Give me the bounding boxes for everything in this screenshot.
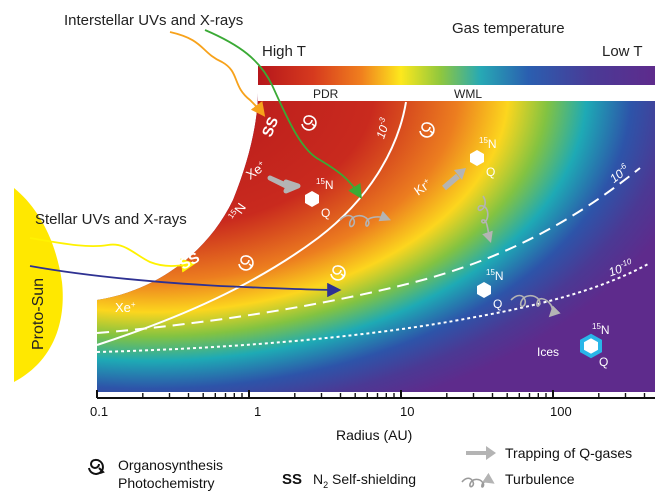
- legend-trapping-label: Trapping of Q-gases: [505, 445, 632, 461]
- stellar-arrow-blue: [29, 265, 342, 298]
- stellar-arrow-yellow: [29, 237, 196, 273]
- molecule-icon-kr-region: 15N Q: [470, 136, 497, 179]
- stellar-radiation-label: Stellar UVs and X-rays: [35, 211, 187, 228]
- contour-line-1e-10: [96, 262, 651, 353]
- contour-label-1e-6: 10-6: [606, 161, 632, 186]
- trapping-arrow-xe: [267, 175, 301, 194]
- colorbar-high-label: High T: [262, 43, 306, 60]
- legend-organosynthesis-label: Organosynthesis: [118, 457, 223, 473]
- organosynthesis-swirl-icon: [330, 265, 346, 281]
- legend-self-shielding-label: N2 Self-shielding: [313, 471, 416, 490]
- organosynthesis-swirl-icon: [238, 255, 254, 271]
- contour-label-1e-10: 10-10: [606, 257, 635, 280]
- proto-sun: [14, 188, 63, 382]
- organosynthesis-swirl-icon: [301, 115, 317, 131]
- zone-label-pdr: PDR: [313, 87, 339, 101]
- turbulence-icon: [339, 210, 391, 228]
- molecule-icon-outer: 15N Q: [477, 268, 504, 311]
- ss-label-upper: SS: [259, 115, 282, 140]
- molecule-icon-inner: 15N Q: [305, 177, 334, 220]
- colorbar-title: Gas temperature: [452, 20, 565, 37]
- ices-label: Ices: [537, 345, 559, 359]
- svg-text:15N: 15N: [486, 268, 504, 283]
- legend-organosynthesis-icon: [88, 458, 105, 475]
- proto-sun-label: Proto-Sun: [30, 278, 47, 350]
- contour-line-1e-6: [96, 167, 641, 334]
- legend-turbulence-icon: [461, 472, 495, 488]
- contour-line-1e-3: [96, 101, 407, 346]
- kr-ion-label: Kr+: [411, 176, 434, 199]
- turbulence-icon: [477, 195, 493, 244]
- svg-text:Q: Q: [321, 206, 330, 220]
- radius-axis: [96, 390, 655, 399]
- ice-molecule-icon: 15N Q: [580, 322, 610, 369]
- turbulence-icon: [510, 294, 561, 318]
- zone-label-wml: WML: [454, 87, 482, 101]
- legend-trapping-arrow-icon: [466, 446, 496, 460]
- axis-tick-label: 1: [254, 404, 261, 419]
- interstellar-arrow-orange: [169, 31, 266, 117]
- axis-tick-label: 100: [550, 404, 572, 419]
- xe-ion-label-upper: Xe+: [243, 158, 269, 182]
- svg-text:Q: Q: [599, 355, 608, 369]
- svg-text:Q: Q: [493, 297, 502, 311]
- svg-text:15N: 15N: [316, 177, 334, 192]
- xe-ion-label-lower: Xe+: [115, 300, 136, 315]
- legend-photochemistry-label: Photochemistry: [118, 475, 214, 491]
- contour-label-1e-3: 10-3: [372, 116, 393, 141]
- organosynthesis-swirl-icon: [419, 122, 435, 138]
- colorbar-low-label: Low T: [602, 43, 643, 60]
- interstellar-radiation-label: Interstellar UVs and X-rays: [64, 12, 243, 29]
- axis-tick-label: 10: [400, 404, 414, 419]
- legend-ss-symbol: SS: [282, 471, 302, 488]
- axis-title: Radius (AU): [336, 427, 412, 443]
- svg-text:15N: 15N: [479, 136, 497, 151]
- trapping-arrow-kr: [442, 173, 460, 191]
- trapping-arrow-kr-head: [454, 168, 466, 180]
- interstellar-arrow-green: [204, 29, 362, 200]
- svg-text:15N: 15N: [592, 322, 610, 337]
- axis-tick-label: 0.1: [90, 404, 108, 419]
- zone-strip: [258, 85, 655, 101]
- legend-turbulence-label: Turbulence: [505, 471, 575, 487]
- colorbar: [258, 66, 655, 85]
- svg-text:Q: Q: [486, 165, 495, 179]
